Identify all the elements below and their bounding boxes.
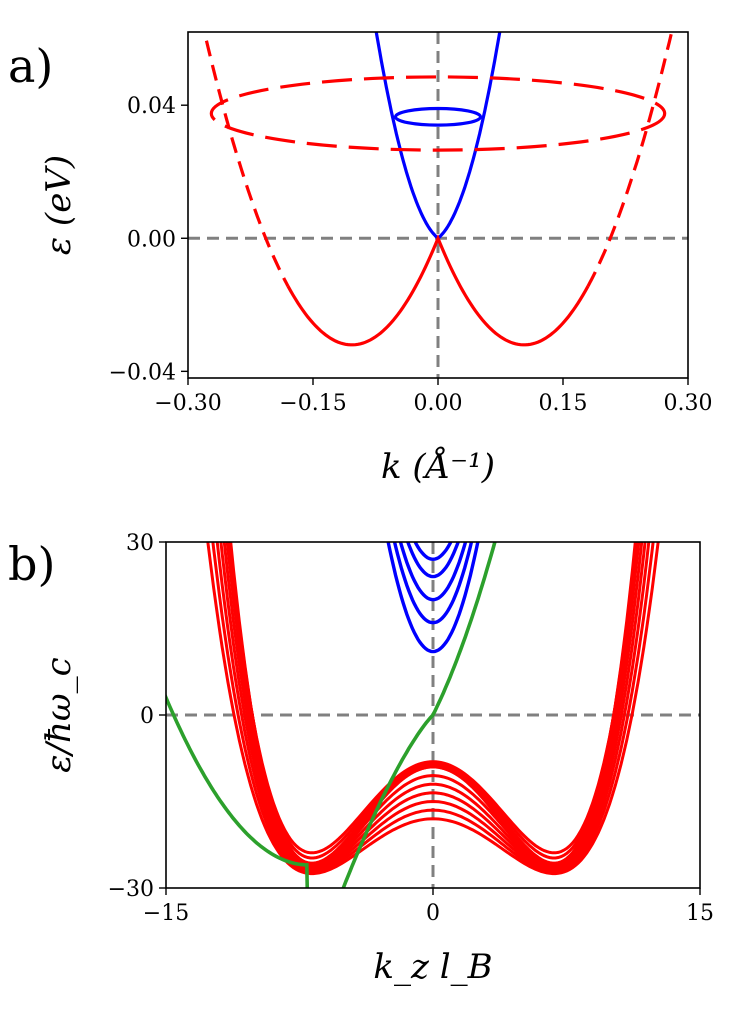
panel-a-ytick-label: 0.04 [127, 94, 176, 119]
panel-b-xtick-label: 0 [426, 901, 440, 926]
panel-a-dashed-band-right [586, 32, 674, 287]
panel-a: a) −0.30 −0.15 0.00 0.15 0.30 −0.04 0.00 0.04 k… [8, 31, 713, 487]
panel-b-xtick-label: 15 [686, 901, 714, 926]
panel-a-label: a) [8, 39, 53, 93]
panel-b-red-level [222, 542, 644, 870]
panel-b-blue-level [398, 542, 468, 602]
panel-b-ytick-label: −30 [108, 877, 154, 902]
panel-b-ytick-label: 30 [126, 531, 154, 556]
panel-a-xtick-label: 0.00 [414, 391, 463, 416]
panel-a-xlabel: k (Å⁻¹) [381, 446, 495, 487]
panel-b-green-chiral-level [166, 542, 497, 888]
panel-a-xtick-label: 0.15 [539, 391, 588, 416]
panel-a-valence-band [286, 234, 590, 347]
panel-b: b) −15 0 15 −30 0 30 k_z l_B ε/ħω_c [8, 531, 714, 987]
panel-b-blue-level [386, 542, 480, 654]
panel-b-red-level [211, 542, 655, 874]
panel-a-xtick-label: 0.30 [664, 391, 713, 416]
panel-b-xtick-label: −15 [143, 901, 189, 926]
panel-a-xtick-label: −0.30 [154, 391, 221, 416]
panel-b-red-level [225, 542, 641, 868]
panel-a-ylabel: ε (eV) [39, 155, 79, 255]
panel-b-blue-level [392, 542, 474, 625]
panel-b-xlabel: k_z l_B [373, 947, 492, 987]
panel-a-red-fermi-ellipse [209, 75, 667, 152]
panel-b-red-envelope [227, 542, 639, 855]
panel-b-ytick-label: 0 [140, 704, 154, 729]
panel-a-ytick-label: −0.04 [109, 360, 176, 385]
panel-b-red-level [215, 542, 651, 873]
panel-b-red-level [219, 542, 647, 871]
panel-b-blue-level [406, 542, 460, 579]
panel-a-blue-fermi-ellipse [393, 106, 483, 127]
panel-a-dashed-band-left [202, 32, 290, 287]
panel-b-red-level [206, 542, 660, 876]
panel-a-ytick-label: 0.00 [127, 227, 176, 252]
panel-b-blue-level [413, 542, 453, 562]
panel-a-xtick-label: −0.15 [279, 391, 346, 416]
panel-b-label: b) [8, 537, 55, 591]
panel-b-ylabel: ε/ħω_c [39, 657, 79, 772]
